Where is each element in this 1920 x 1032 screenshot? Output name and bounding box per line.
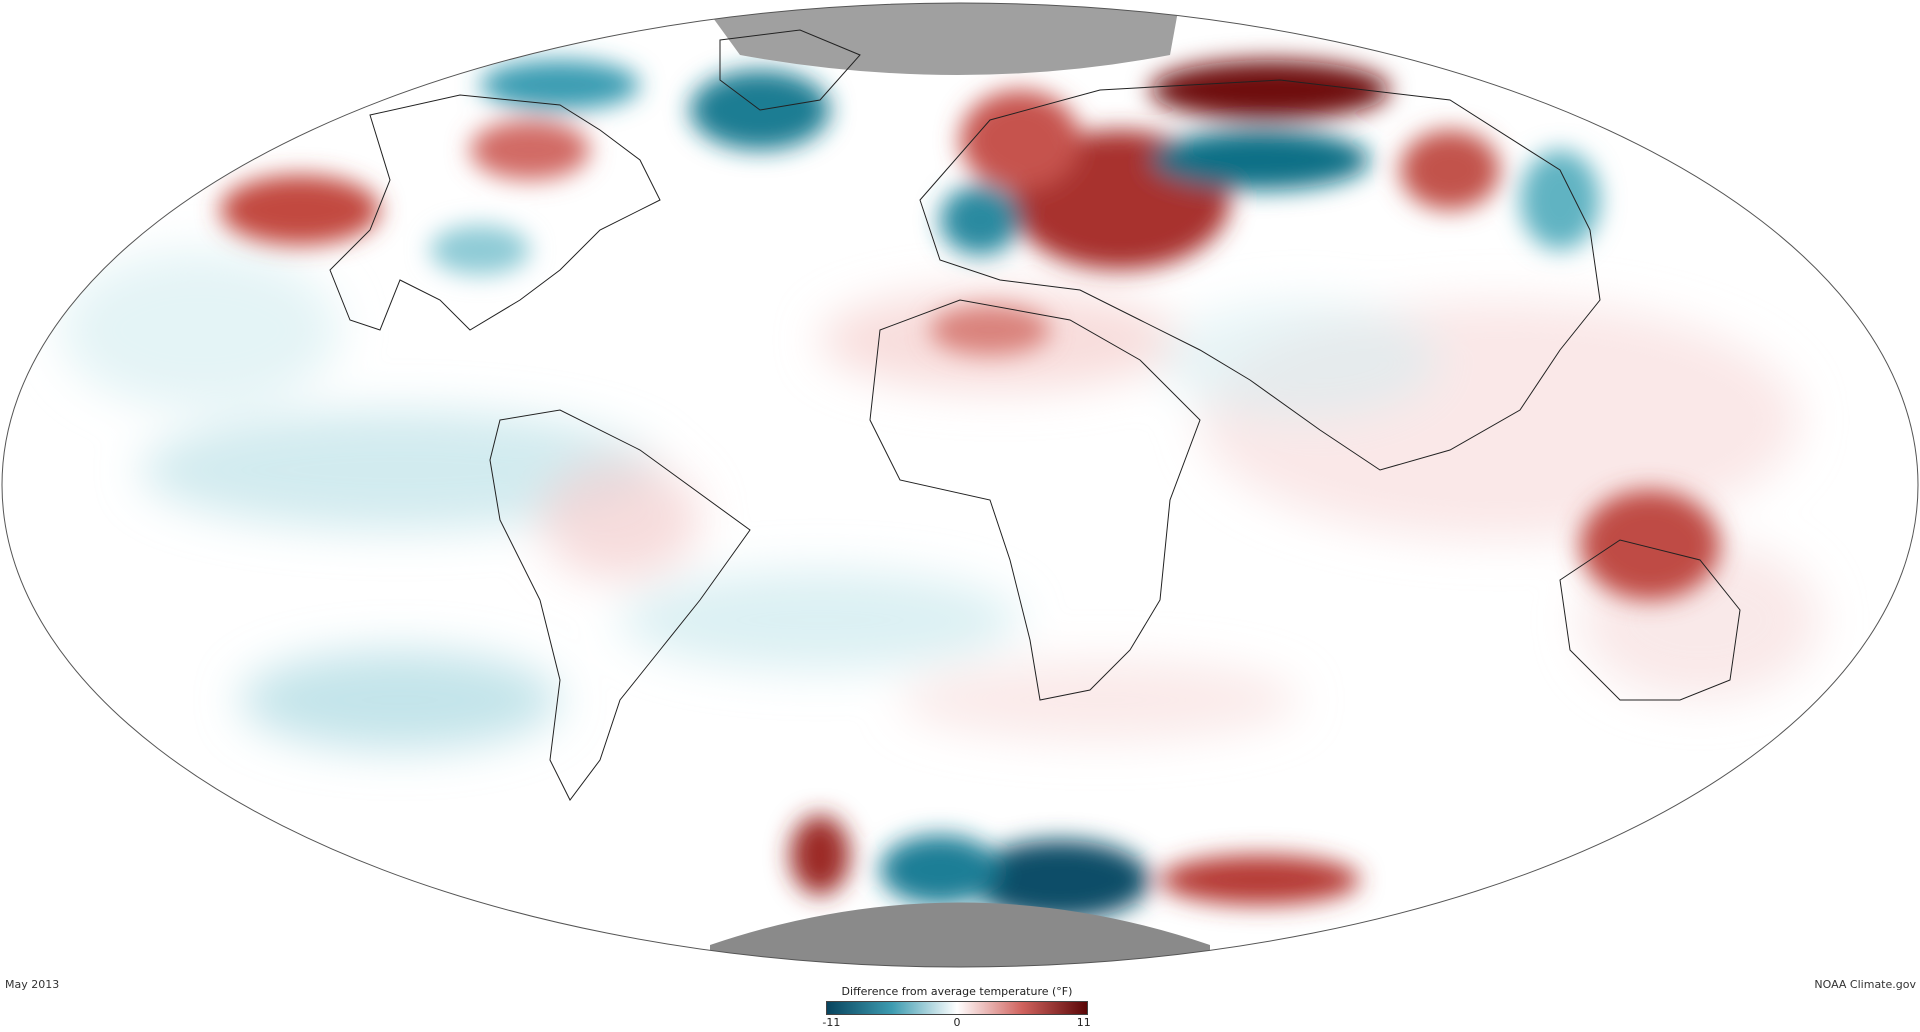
legend-mid-label: 0 <box>953 1016 961 1029</box>
greenland-outline <box>719 29 861 111</box>
south-america-outline <box>489 409 751 801</box>
temperature-anomaly-map <box>1 2 1919 968</box>
legend-title: Difference from average temperature (°F) <box>841 985 1073 998</box>
north-america-outline <box>329 94 661 331</box>
legend-max-label: 11 <box>1076 1016 1091 1029</box>
color-legend: Difference from average temperature (°F)… <box>822 985 1091 1030</box>
legend-min-label: -11 <box>822 1016 841 1029</box>
legend-color-bar <box>826 1001 1088 1015</box>
globe-fill <box>60 3 1820 967</box>
date-label: May 2013 <box>5 978 60 991</box>
africa-outline <box>869 299 1201 701</box>
australia-outline <box>1559 539 1741 701</box>
europe-asia-outline <box>919 79 1601 471</box>
antarctic-no-data-cap <box>710 902 1210 967</box>
coastlines <box>329 29 1741 801</box>
anomaly-field-strong <box>220 60 1720 920</box>
anomaly-field-light <box>60 250 1820 750</box>
globe-outline <box>1 2 1919 968</box>
credit-label: NOAA Climate.gov <box>1814 978 1916 991</box>
map-canvas <box>1 2 1919 968</box>
legend-ticks: -11 0 11 <box>822 1016 1091 1030</box>
